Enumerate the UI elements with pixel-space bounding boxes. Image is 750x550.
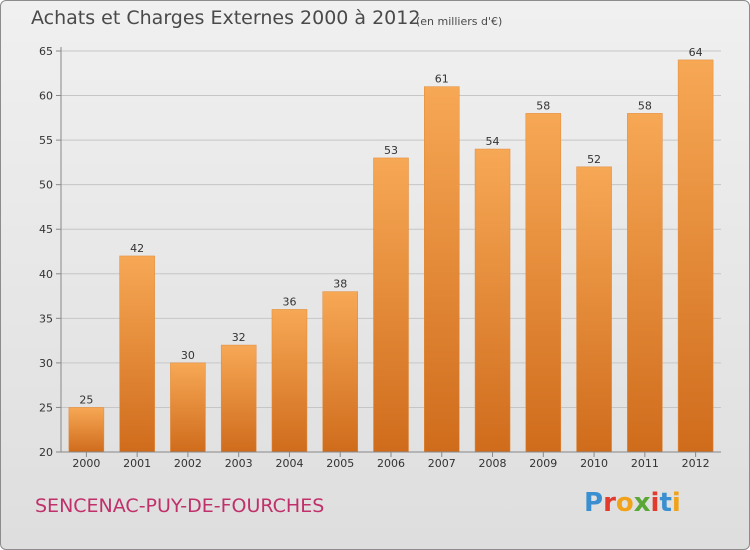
x-tick-label: 2004	[275, 457, 303, 470]
x-tick-label: 2002	[174, 457, 202, 470]
x-tick-label: 2005	[326, 457, 354, 470]
y-tick-label: 65	[39, 45, 53, 58]
data-label: 54	[486, 135, 500, 148]
data-label: 38	[333, 278, 347, 291]
data-label: 53	[384, 144, 398, 157]
bar	[220, 344, 257, 453]
y-tick-label: 30	[39, 357, 53, 370]
chart-title: Achats et Charges Externes 2000 à 2012	[31, 7, 421, 29]
logo-letter: P	[584, 488, 604, 518]
bars	[68, 59, 714, 453]
bar	[271, 309, 308, 453]
data-labels: 25 42 30 32 36 38 53 61 54 58 52 58 64	[79, 46, 702, 407]
x-tick-label: 2009	[529, 457, 557, 470]
logo-letter: i	[650, 488, 660, 518]
data-label: 64	[689, 46, 703, 59]
proxiti-logo: Proxiti	[584, 488, 681, 518]
data-label: 42	[130, 242, 144, 255]
x-tick-label: 2003	[225, 457, 253, 470]
bar	[322, 291, 358, 453]
chart-subtitle: (en milliers d'€)	[416, 15, 503, 28]
x-tick-label: 2011	[631, 457, 659, 470]
logo-letter: t	[659, 488, 672, 518]
data-label: 61	[435, 73, 449, 86]
logo-letter: i	[671, 488, 681, 518]
x-tick-label: 2001	[123, 457, 151, 470]
data-label: 30	[181, 349, 195, 362]
data-label: 58	[638, 99, 652, 112]
bar	[627, 113, 663, 453]
bar	[68, 407, 105, 453]
y-tick-label: 35	[39, 312, 53, 325]
data-label: 36	[282, 295, 296, 308]
bar	[677, 59, 714, 453]
y-tick-label: 60	[39, 90, 53, 103]
y-tick-label: 40	[39, 268, 53, 281]
y-tick-label: 55	[39, 134, 53, 147]
data-label: 52	[587, 153, 601, 166]
bar	[474, 148, 511, 453]
logo-letter: r	[603, 488, 616, 518]
bar	[424, 86, 460, 453]
logo-letter: o	[615, 488, 634, 518]
bar	[525, 113, 562, 453]
x-tick-label: 2006	[377, 457, 405, 470]
logo-letter: x	[633, 488, 651, 518]
bar	[170, 362, 206, 453]
x-tick-label: 2007	[428, 457, 456, 470]
axes	[60, 47, 721, 453]
y-axis-ticks: 20 25 30 35 40 45 50 55 60 65	[39, 45, 61, 459]
y-tick-label: 20	[39, 446, 53, 459]
x-tick-label: 2008	[479, 457, 507, 470]
data-label: 25	[79, 393, 93, 406]
x-tick-label: 2010	[580, 457, 608, 470]
x-tick-label: 2012	[682, 457, 710, 470]
bar	[576, 166, 612, 453]
x-axis-ticks: 2000 2001 2002 2003 2004 2005 2006 2007 2008 2009…	[72, 452, 710, 470]
y-tick-label: 50	[39, 179, 53, 192]
place-name: SENCENAC-PUY-DE-FOURCHES	[35, 495, 325, 517]
bar	[373, 157, 409, 453]
bar	[119, 255, 155, 453]
y-tick-label: 45	[39, 223, 53, 236]
y-tick-label: 25	[39, 401, 53, 414]
x-tick-label: 2000	[72, 457, 100, 470]
data-label: 32	[232, 331, 246, 344]
data-label: 58	[536, 99, 550, 112]
